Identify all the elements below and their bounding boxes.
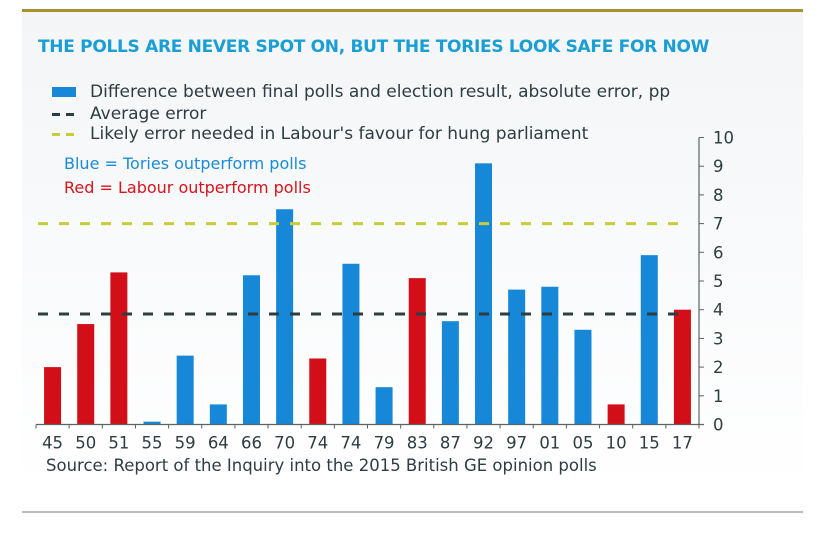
bar-55: [143, 421, 161, 425]
bar-70: [276, 209, 294, 425]
x-tick-label: 51: [108, 434, 129, 453]
x-tick-label: 74: [307, 434, 328, 453]
legend-label-likely: Likely error needed in Labour's favour f…: [90, 124, 589, 144]
y-tick-label: 5: [713, 272, 724, 291]
bar-10: [607, 404, 625, 425]
y-tick-label: 10: [713, 129, 734, 148]
y-tick-label: 4: [713, 301, 724, 320]
x-tick-label: 92: [473, 434, 494, 453]
legend-label-average: Average error: [90, 104, 207, 124]
note-red: Red = Labour outperform polls: [64, 178, 311, 197]
x-tick-label: 50: [75, 434, 96, 453]
x-tick-label: 87: [440, 434, 461, 453]
bar-17: [673, 309, 691, 425]
y-tick-label: 0: [713, 416, 724, 435]
x-tick-label: 17: [672, 434, 693, 453]
x-tick-label: 66: [241, 434, 262, 453]
dashed-line-dark-icon: [52, 112, 76, 116]
y-tick-label: 3: [713, 329, 724, 348]
y-tick-label: 6: [713, 243, 724, 262]
x-tick-label: 10: [606, 434, 627, 453]
bar-59: [176, 355, 194, 425]
chart-title: THE POLLS ARE NEVER SPOT ON, BUT THE TOR…: [38, 37, 710, 57]
y-tick-label: 7: [713, 215, 724, 234]
bar-51: [110, 272, 128, 425]
x-tick-label: 45: [42, 434, 63, 453]
bar-64: [209, 404, 227, 425]
note-blue: Blue = Tories outperform polls: [64, 154, 307, 173]
bar-83: [408, 278, 426, 425]
x-tick-label: 59: [175, 434, 196, 453]
x-tick-label: 70: [274, 434, 295, 453]
bar-74: [342, 263, 360, 425]
dashed-line-yellow-icon: [52, 132, 76, 136]
source-note: Source: Report of the Inquiry into the 2…: [46, 456, 597, 475]
legend-item-likely: Likely error needed in Labour's favour f…: [52, 124, 588, 144]
bar-92: [475, 163, 493, 425]
bar-01: [541, 286, 559, 425]
x-tick-label: 83: [407, 434, 428, 453]
bar-45: [44, 367, 62, 425]
bar-15: [640, 255, 658, 425]
bar-79: [375, 387, 393, 425]
bar-87: [441, 321, 459, 425]
x-tick-label: 79: [374, 434, 395, 453]
bar-swatch-icon: [52, 87, 76, 97]
legend-item-average: Average error: [52, 104, 206, 124]
bar-05: [574, 329, 592, 425]
legend-label-bars: Difference between final polls and elect…: [90, 82, 671, 102]
x-tick-label: 15: [639, 434, 660, 453]
legend-item-bars: Difference between final polls and elect…: [52, 82, 670, 102]
y-tick-label: 2: [713, 358, 724, 377]
y-tick-label: 9: [713, 157, 724, 176]
x-tick-label: 05: [572, 434, 593, 453]
bar-66: [242, 275, 260, 425]
top-rule: [22, 9, 803, 12]
bar-97: [508, 289, 526, 425]
x-tick-label: 01: [539, 434, 560, 453]
y-tick-label: 8: [713, 186, 724, 205]
x-tick-label: 97: [506, 434, 527, 453]
x-tick-label: 55: [142, 434, 163, 453]
x-tick-label: 74: [340, 434, 361, 453]
bottom-rule: [22, 511, 803, 513]
y-tick-label: 1: [713, 387, 724, 406]
bar-74: [309, 358, 327, 425]
bar-50: [77, 324, 95, 425]
x-tick-label: 64: [208, 434, 229, 453]
